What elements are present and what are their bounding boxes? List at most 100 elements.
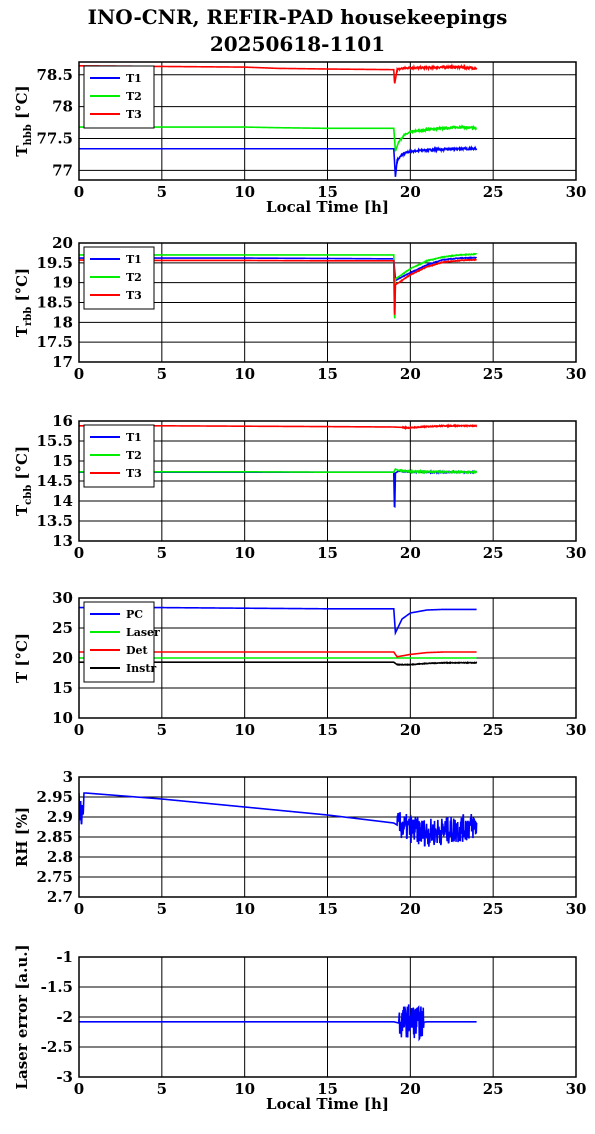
x-tick-label: 0 [74,365,84,383]
legend: T1 T2 T3 [83,246,155,310]
legend: PC Laser Det Instr [83,601,160,683]
x-tick-label: 30 [566,365,587,383]
legend-label: Instr [126,662,156,675]
x-tick-label: 25 [483,544,504,562]
y-tick-label: 20 [52,649,73,667]
legend-label: T1 [126,253,142,266]
legend-label: T1 [126,431,142,444]
plot-frame [78,242,577,363]
y-tick-label: -1.5 [41,978,73,996]
x-tick-label: 25 [483,900,504,918]
x-tick-label: 15 [317,365,338,383]
x-tick-label: 30 [566,900,587,918]
y-tick-label: 2.8 [47,848,73,866]
y-tick-label: 15 [52,679,73,697]
x-tick-label: 30 [566,183,587,201]
x-tick-label: 5 [157,544,167,562]
x-axis-label: Local Time [h] [266,198,389,216]
y-tick-label: 30 [52,589,73,607]
plot-frame [78,956,577,1078]
plot-frame [78,420,577,542]
legend-label: Laser [126,626,160,639]
y-tick-label: 20 [52,234,73,252]
x-tick-label: 10 [234,1080,255,1098]
y-tick-label: 78.5 [36,66,73,84]
legend-label: T3 [126,108,142,121]
y-tick-label: 77 [52,161,73,179]
y-tick-label: 14 [52,492,73,510]
x-tick-label: 20 [400,900,421,918]
x-tick-label: 0 [74,544,84,562]
y-tick-label: 18 [52,313,73,331]
figure-title-block: INO-CNR, REFIR-PAD housekeepings 2025061… [0,4,595,58]
x-tick-label: 10 [234,365,255,383]
y-tick-label: -1 [56,948,73,966]
y-tick-label: 15.5 [36,432,73,450]
y-axis-label: Laser error [a.u.] [13,944,31,1089]
x-tick-label: 15 [317,544,338,562]
legend-label: T3 [126,467,142,480]
y-tick-label: -2.5 [41,1038,73,1056]
y-tick-label: 16 [52,412,73,430]
legend: T1 T2 T3 [83,424,155,488]
x-tick-label: 15 [317,1080,338,1098]
x-tick-label: 20 [400,1080,421,1098]
panel-4: 0 5 10 15 20 25 30 10 15 20 25 30 T [°C] PC Laser Det In… [13,589,586,739]
x-tick-label: 10 [234,900,255,918]
x-tick-label: 0 [74,183,84,201]
y-tick-label: 17 [52,353,73,371]
x-axis-label: Local Time [h] [266,1095,389,1113]
x-tick-label: 30 [566,544,587,562]
x-tick-label: 25 [483,721,504,739]
x-tick-label: 20 [400,544,421,562]
x-tick-label: 15 [317,900,338,918]
x-tick-label: 15 [317,183,338,201]
legend-label: T3 [126,289,142,302]
x-tick-label: 25 [483,183,504,201]
legend-label: T2 [126,271,142,284]
y-tick-label: 2.85 [36,828,73,846]
legend: T1 T2 T3 [83,65,155,129]
y-tick-label: 14.5 [36,472,73,490]
y-tick-label: 2.9 [47,808,73,826]
panel-6: 0 5 10 15 20 25 30 -3 -2.5 -2 -1.5 -1 Local Time [h]… [13,944,586,1113]
x-tick-label: 5 [157,365,167,383]
y-axis-label: Trbb [°C] [13,268,34,337]
legend-label: T2 [126,90,142,103]
figure-title: INO-CNR, REFIR-PAD housekeepings [87,5,508,29]
y-tick-label: 2.95 [36,788,73,806]
y-axis-label: Thbb [°C] [13,85,34,156]
panel-1: 0 5 10 15 20 25 30 77 77.5 78 78.5 Local Time [h] Th… [13,61,587,216]
series-group [79,792,478,847]
y-tick-label: 78 [52,98,73,116]
x-tick-label: 25 [483,1080,504,1098]
y-tick-label: 25 [52,619,73,637]
series-line-1 [79,1004,477,1042]
x-tick-label: 30 [566,1080,587,1098]
y-tick-label: 10 [52,709,73,727]
x-tick-label: 5 [157,1080,167,1098]
y-tick-label: 19 [52,274,73,292]
y-axis-label: RH [%] [13,807,31,867]
y-axis-label: T [°C] [13,633,31,683]
y-tick-label: 2.7 [47,888,73,906]
y-tick-label: 17.5 [36,333,73,351]
plot-frame [78,61,577,181]
series-line-1 [79,145,478,177]
x-tick-label: 30 [566,721,587,739]
x-tick-label: 20 [400,183,421,201]
panel-3: 0 5 10 15 20 25 30 13 13.5 14 14.5 15 15.5 16 Tcbb [°C… [13,412,586,562]
x-tick-label: 0 [74,721,84,739]
plot-frame [78,597,577,719]
series-group [79,1004,477,1042]
x-tick-label: 5 [157,721,167,739]
x-tick-label: 20 [400,721,421,739]
y-tick-label: 18.5 [36,294,73,312]
y-tick-label: 2.75 [36,868,73,886]
legend-label: T1 [126,72,142,85]
figure-subtitle: 20250618-1101 [209,32,386,56]
legend-label: Det [126,644,149,657]
y-axis-label: Tcbb [°C] [13,446,34,516]
panel-5: 0 5 10 15 20 25 30 2.7 2.75 2.8 2.85 2.9 2.95 3 RH [%] [13,768,586,918]
